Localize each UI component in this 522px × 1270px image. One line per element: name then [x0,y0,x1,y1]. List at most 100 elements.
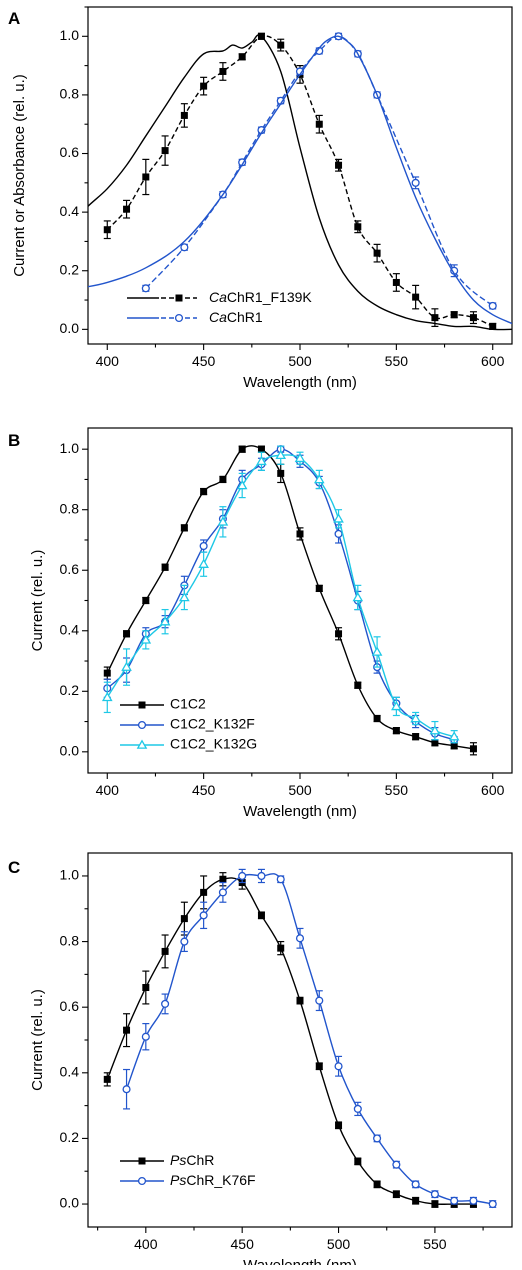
legend-marker [137,720,147,730]
legend-marker [174,313,184,323]
data-point [391,700,402,711]
data-point [313,473,325,484]
series-curve-3 [88,35,512,325]
x-axis-title: Wavelength (nm) [243,803,357,820]
plot-frame [87,852,513,1228]
data-point [276,875,285,884]
data-point [161,147,169,155]
data-point [123,630,131,638]
series-cachr1 [141,32,497,310]
y-tick-label: 0.4 [60,203,80,219]
data-point [429,725,441,735]
series-c1c2 [103,445,477,756]
x-tick-label: 450 [231,1236,255,1252]
data-point [200,488,208,496]
data-point [373,1180,381,1188]
data-point [412,1197,420,1205]
data-point [450,742,458,750]
data-point [219,67,227,75]
legend-marker [175,294,183,302]
y-tick-label: 0.0 [60,743,80,759]
data-point [161,563,169,571]
data-point [123,1026,131,1034]
chart-panel-b: B 400 450 500 550 600 0.0 0.2 0.4 0.6 0.8 1.0 Wavele… [8,427,513,820]
data-point [238,53,246,61]
legend: C1C2 C1C2_K132F C1C2_K132G [120,696,257,752]
legend-marker [138,1157,146,1165]
data-point [315,120,323,128]
y-axis-title: Current (rel. u.) [29,989,46,1091]
data-point [335,630,343,638]
x-axis-title: Wavelength (nm) [243,1257,357,1265]
x-tick-label: 600 [481,782,505,798]
data-point [335,1121,343,1129]
data-point [161,947,169,955]
y-tick-label: 1.0 [60,867,80,883]
data-point [277,469,285,477]
data-point [198,558,209,568]
data-point [141,1032,150,1041]
series-pschr [103,872,477,1208]
data-point [448,731,460,741]
legend-item: C1C2_K132G [120,736,257,752]
data-point [121,661,132,671]
y-tick-label: 0.2 [60,261,80,277]
data-point [277,41,285,49]
data-point [180,524,188,532]
series-line [145,35,494,307]
series-line [106,454,455,738]
data-point [122,1085,131,1094]
data-point [430,1190,439,1199]
data-point [219,475,227,483]
x-tick-label: 400 [96,782,120,798]
plot-area [103,868,497,1209]
legend-marker [137,1176,147,1186]
legend-label-rest: ChR_K76F [186,1172,255,1188]
y-axis-title: Current (rel. u.) [29,550,46,652]
data-point [123,205,131,213]
data-point [238,871,247,881]
data-point [373,715,381,723]
x-tick-label: 550 [385,353,409,369]
legend-label: CaChR1 [209,309,263,325]
y-tick-label: 0.2 [60,1129,80,1145]
data-point [103,669,111,677]
legend-item: PsChR [120,1152,214,1168]
legend-label-italic: Ps [170,1172,186,1188]
data-point [180,243,189,252]
series-line [106,445,474,750]
series-cachr1-f139k [103,32,497,330]
data-point [296,530,304,538]
data-point [412,293,420,301]
x-tick-label: 500 [288,353,312,369]
data-point [256,455,267,466]
data-point [354,223,362,231]
x-tick-label: 450 [192,353,216,369]
data-point [431,1200,439,1208]
plot-area [101,445,477,756]
y-tick-label: 0.4 [60,621,80,637]
data-point [315,1062,323,1070]
chart-panel-a: A 400 450 500 550 600 0.0 0.2 0.4 0.6 0.8 1.0 Wavele… [8,6,513,391]
legend-label: PsChR [170,1152,214,1168]
panel-letter: C [8,858,20,877]
data-point [334,1062,343,1071]
data-point [101,691,113,702]
x-tick-label: 550 [423,1236,447,1252]
series-c1c2-k132f [103,445,459,744]
legend-label-rest: ChR1_F139K [227,289,312,305]
data-point [373,249,381,257]
legend-label-rest: ChR1 [227,309,263,325]
data-point [353,1104,362,1113]
data-point [315,584,323,592]
x-tick-label: 500 [327,1236,351,1252]
x-tick-label: 500 [288,782,312,798]
series-line [88,34,512,331]
series-pschr-k76f [122,868,497,1209]
data-point [469,314,477,322]
data-point [199,911,208,920]
panel-letter: A [8,9,20,28]
data-point [103,1075,111,1083]
